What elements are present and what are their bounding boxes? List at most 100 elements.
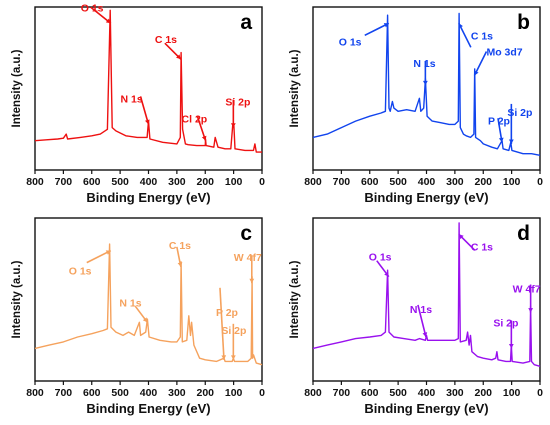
x-tick-label: 100: [225, 176, 243, 188]
peak-annotation: Si 2p: [221, 323, 246, 360]
annotation-arrowhead: [221, 355, 227, 360]
peak-annotation: C 1s: [458, 22, 493, 48]
peak-annotation: C 1s: [458, 233, 493, 253]
x-tick-label: 600: [361, 387, 379, 399]
annotation-label: O 1s: [81, 2, 104, 14]
annotation-arrowhead: [384, 271, 389, 277]
annotation-arrowhead: [230, 355, 236, 360]
annotation-arrowhead: [105, 250, 111, 255]
annotation-arrow: [219, 287, 225, 360]
peak-annotation: Si 2p: [493, 317, 518, 349]
x-tick-label: 100: [225, 387, 243, 399]
x-axis-label: Binding Energy (eV): [364, 401, 488, 416]
annotation-label: Si 2p: [225, 97, 250, 109]
x-tick-label: 700: [55, 176, 73, 188]
x-tick-label: 0: [537, 387, 543, 399]
annotation-arrowhead: [249, 278, 255, 284]
plot-frame: [312, 217, 541, 382]
spectrum-line: [312, 12, 541, 156]
x-tick-label: 600: [83, 387, 101, 399]
x-tick-label: 200: [196, 176, 214, 188]
annotation-arrow: [417, 304, 427, 338]
x-tick-label: 0: [259, 387, 265, 399]
x-tick-label: 300: [168, 176, 186, 188]
annotation-arrowhead: [508, 344, 514, 349]
annotation-label: C 1s: [471, 241, 493, 253]
annotation-arrowhead: [508, 139, 514, 144]
annotation-arrowhead: [144, 119, 150, 125]
x-tick-label: 400: [140, 176, 158, 188]
peak-annotation: Cl 2p: [182, 114, 208, 141]
annotation-label: O 1s: [69, 266, 92, 278]
y-axis-label: Intensity (a.u.): [289, 260, 301, 338]
peak-annotation: N 1s: [121, 93, 150, 125]
annotation-label: C 1s: [169, 240, 191, 252]
annotation-arrowhead: [422, 332, 428, 337]
annotation-label: N 1s: [119, 297, 141, 309]
x-tick-label: 100: [503, 176, 521, 188]
annotation-label: O 1s: [339, 36, 362, 48]
peak-annotation: P 2p: [216, 287, 238, 360]
annotation-arrowhead: [142, 317, 148, 323]
annotation-label: O 1s: [369, 252, 392, 264]
annotation-arrowhead: [230, 123, 236, 128]
annotation-label: N 1s: [410, 304, 432, 316]
x-tick-label: 500: [111, 387, 129, 399]
x-tick-label: 100: [503, 387, 521, 399]
spectrum-line: [34, 9, 262, 153]
x-tick-label: 800: [26, 176, 44, 188]
x-tick-label: 700: [333, 176, 351, 188]
plot-frame: [34, 6, 263, 171]
annotation-label: P 2p: [488, 115, 510, 127]
annotation-label: P 2p: [216, 307, 238, 319]
x-tick-label: 700: [333, 387, 351, 399]
panel-label: d: [517, 222, 530, 245]
x-tick-label: 500: [389, 176, 407, 188]
annotation-arrowhead: [177, 262, 183, 267]
x-tick-label: 300: [446, 176, 464, 188]
x-axis-label: Binding Energy (eV): [86, 190, 210, 205]
annotation-label: N 1s: [121, 93, 143, 105]
peak-annotation: P 2p: [488, 115, 510, 143]
annotation-arrowhead: [528, 308, 534, 313]
x-tick-label: 800: [304, 176, 322, 188]
spectrum-line: [312, 222, 541, 367]
x-tick-label: 700: [55, 387, 73, 399]
panel-label: b: [517, 11, 530, 34]
annotation-arrowhead: [498, 137, 504, 143]
chart-panel-d: 800 700 600 500 400 300 200 100 0 Binding Energy …: [289, 217, 543, 416]
x-tick-label: 300: [168, 387, 186, 399]
x-tick-label: 800: [304, 387, 322, 399]
x-tick-label: 600: [361, 176, 379, 188]
x-tick-label: 0: [537, 176, 543, 188]
annotation-arrowhead: [105, 18, 111, 24]
peak-annotation: N 1s: [119, 297, 149, 323]
plot-frame: [34, 217, 263, 382]
x-tick-label: 600: [83, 176, 101, 188]
spectrum-line: [34, 243, 263, 366]
annotation-label: C 1s: [155, 34, 177, 46]
x-tick-label: 200: [474, 387, 492, 399]
annotation-label: W 4f7: [513, 284, 541, 296]
x-tick-label: 500: [111, 176, 129, 188]
x-tick-label: 200: [196, 387, 214, 399]
annotation-arrowhead: [458, 23, 463, 29]
peak-annotation: Mo 3d7: [473, 46, 523, 76]
annotation-arrow: [139, 96, 150, 125]
x-axis-label: Binding Energy (eV): [364, 190, 488, 205]
annotation-arrowhead: [458, 234, 464, 240]
annotation-label: Si 2p: [507, 107, 532, 119]
x-tick-label: 300: [446, 387, 464, 399]
annotation-arrow: [364, 22, 390, 37]
peak-annotation: O 1s: [339, 22, 390, 48]
annotation-label: Cl 2p: [182, 114, 208, 126]
annotation-label: W 4f7: [234, 252, 262, 264]
y-axis-label: Intensity (a.u.): [11, 49, 23, 127]
annotation-arrowhead: [201, 135, 207, 141]
peak-annotation: O 1s: [369, 252, 392, 278]
peak-annotation: N 1s: [410, 304, 432, 338]
x-axis-label: Binding Energy (eV): [86, 401, 210, 416]
annotation-label: Si 2p: [493, 317, 518, 329]
annotation-arrow: [473, 51, 488, 76]
